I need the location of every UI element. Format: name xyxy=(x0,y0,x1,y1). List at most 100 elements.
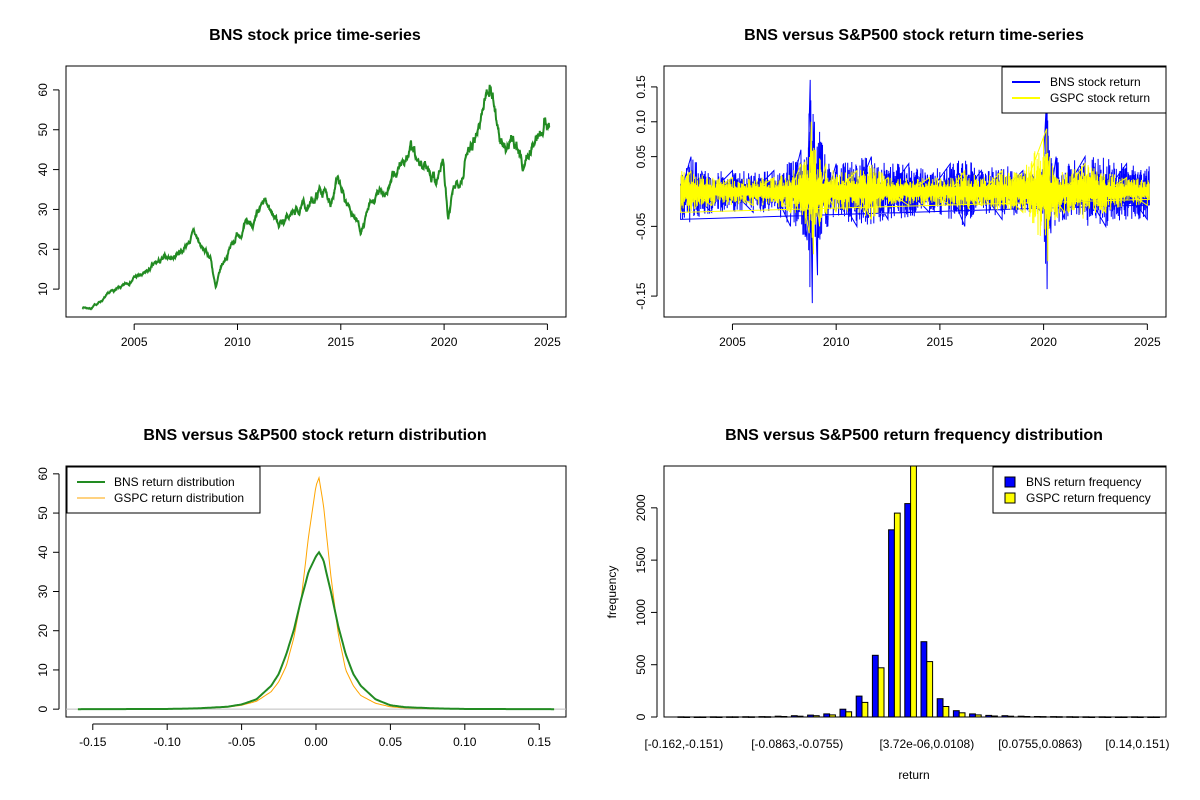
bns-frequency-bar xyxy=(904,503,912,718)
gspc-frequency-bar xyxy=(926,661,934,718)
y-tick-label: 1000 xyxy=(634,599,648,626)
legend-box xyxy=(992,466,1167,514)
bns-frequency-bar xyxy=(709,716,717,718)
legend-swatch xyxy=(1004,492,1016,504)
x-tick-label: 2015 xyxy=(327,335,354,349)
bns-frequency-bar xyxy=(920,641,928,718)
bns-frequency-bar xyxy=(952,710,960,718)
gspc-frequency-bar xyxy=(764,716,772,718)
x-tick-label: 0.05 xyxy=(379,735,403,749)
gspc-frequency-bar xyxy=(991,715,998,718)
bns-frequency-bar xyxy=(693,716,701,719)
gspc-frequency-bar xyxy=(748,716,755,718)
x-tick-label: [-0.162,-0.151) xyxy=(644,737,723,751)
bns-frequency-bar xyxy=(1017,715,1025,718)
gspc-frequency-bar xyxy=(699,716,707,719)
plot-frame xyxy=(663,65,1167,318)
gspc-frequency-bar xyxy=(910,465,917,718)
gspc-frequency-bar xyxy=(861,701,869,718)
y-tick-label: 0.15 xyxy=(634,75,648,99)
legend-label: BNS return frequency xyxy=(1026,475,1141,489)
x-tick-label: -0.15 xyxy=(79,735,107,749)
panel-title: BNS versus S&P500 return frequency distr… xyxy=(725,427,1103,444)
x-tick-label: [0.14,0.151) xyxy=(1105,737,1169,751)
y-tick-label: 0.05 xyxy=(634,145,648,169)
return-time-series-panel: BNS versus S&P500 stock return time-seri… xyxy=(634,27,1167,349)
y-tick-label: 500 xyxy=(634,654,648,674)
gspc-frequency-bar xyxy=(877,667,885,718)
x-tick-label: 2020 xyxy=(431,335,458,349)
gspc-frequency-bar xyxy=(1039,716,1047,718)
y-tick-label: -0.15 xyxy=(634,282,648,310)
bns-frequency-bar xyxy=(726,716,733,718)
gspc-frequency-bar xyxy=(796,715,804,718)
y-tick-label: 20 xyxy=(36,242,50,256)
bns-density-line xyxy=(77,550,555,711)
price-time-series-panel: BNS stock price time-series 2005 2010 2015… xyxy=(36,27,567,349)
y-tick-label: 1500 xyxy=(634,546,648,573)
y-tick-label: 50 xyxy=(36,506,50,520)
gspc-frequency-bar xyxy=(1088,716,1096,719)
y-tick-label: 40 xyxy=(36,163,50,177)
x-tick-label: 2010 xyxy=(224,335,251,349)
bns-frequency-bar xyxy=(790,715,798,718)
x-tick-label: [-0.0863,-0.0755) xyxy=(751,737,843,751)
x-tick-label: [3.72e-06,0.0108) xyxy=(879,737,974,751)
y-tick-label: 60 xyxy=(36,83,50,97)
legend-box xyxy=(66,466,261,514)
gspc-frequency-bar xyxy=(1136,716,1144,719)
legend-label: GSPC return frequency xyxy=(1026,491,1151,505)
x-tick-label: 0.00 xyxy=(304,735,328,749)
x-tick-label: 2005 xyxy=(121,335,148,349)
y-tick-label: -0.05 xyxy=(634,212,648,240)
legend: BNS return distribution GSPC return distr… xyxy=(66,466,261,514)
plot-frame xyxy=(65,465,567,718)
y-tick-label: 0 xyxy=(36,706,50,713)
return-frequency-panel: BNS versus S&P500 return frequency distr… xyxy=(605,427,1169,782)
legend-label: BNS return distribution xyxy=(114,475,235,489)
bns-frequency-bar xyxy=(807,714,814,718)
bns-frequency-bar xyxy=(1033,716,1041,718)
gspc-frequency-bar xyxy=(958,712,966,718)
bns-frequency-bar xyxy=(1050,716,1057,718)
gspc-frequency-bar xyxy=(845,711,853,718)
gspc-frequency-bar xyxy=(683,716,691,719)
x-tick-label: 0.10 xyxy=(453,735,477,749)
bns-frequency-bar xyxy=(774,715,782,718)
bns-frequency-bar xyxy=(1082,716,1090,718)
gspc-frequency-bar xyxy=(1023,716,1031,718)
y-tick-label: 50 xyxy=(36,123,50,137)
y-axis-label: frequency xyxy=(605,566,619,619)
y-tick-label: 40 xyxy=(36,545,50,559)
bns-frequency-bar xyxy=(839,708,847,718)
bns-frequency-bar xyxy=(936,698,944,718)
y-tick-label: 10 xyxy=(36,663,50,677)
price-series-line xyxy=(81,84,551,311)
bns-frequency-bar xyxy=(1001,715,1009,718)
gspc-frequency-bar xyxy=(1153,716,1160,719)
gspc-frequency-bar xyxy=(829,714,836,718)
gspc-frequency-bar xyxy=(1072,716,1079,718)
x-tick-label: 2025 xyxy=(1134,335,1161,349)
y-tick-label: 20 xyxy=(36,624,50,638)
gspc-frequency-bar xyxy=(780,716,788,718)
bns-frequency-bar xyxy=(871,654,879,718)
gspc-frequency-bar xyxy=(1055,716,1063,718)
gspc-frequency-bar xyxy=(1120,716,1128,719)
return-distribution-panel: BNS versus S&P500 stock return distribut… xyxy=(36,427,567,749)
gspc-frequency-bar xyxy=(942,706,950,718)
x-axis-label: return xyxy=(898,768,929,782)
y-tick-label: 2000 xyxy=(634,494,648,521)
legend-label: GSPC stock return xyxy=(1050,91,1150,105)
bns-frequency-bar xyxy=(677,716,685,718)
y-tick-label: 0 xyxy=(634,713,648,720)
legend-box xyxy=(1001,66,1167,114)
plot-frame xyxy=(65,65,567,318)
legend-label: BNS stock return xyxy=(1050,75,1141,89)
gspc-frequency-bar xyxy=(731,716,739,718)
bns-frequency-bar xyxy=(1066,716,1074,718)
bns-frequency-bar xyxy=(985,714,993,718)
x-tick-label: 2010 xyxy=(823,335,850,349)
legend-label: GSPC return distribution xyxy=(114,491,244,505)
